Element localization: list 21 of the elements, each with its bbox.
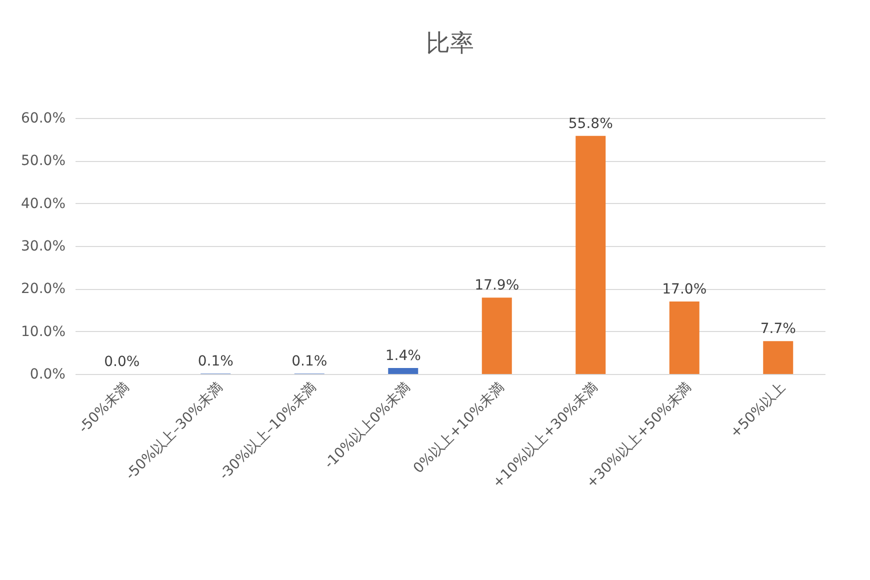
y-tick-label: 60.0% <box>21 110 66 126</box>
data-label: 17.9% <box>474 278 520 294</box>
bar <box>482 298 512 374</box>
bar <box>763 341 794 374</box>
y-tick-label: 40.0% <box>21 196 66 212</box>
y-tick-label: 10.0% <box>21 324 66 340</box>
y-tick-label: 50.0% <box>21 153 66 170</box>
y-tick-label: 20.0% <box>21 281 66 298</box>
bar <box>576 136 606 374</box>
data-label: 17.0% <box>662 281 707 298</box>
data-label: 1.4% <box>385 348 421 364</box>
bar <box>388 368 418 374</box>
data-label: 0.1% <box>198 354 234 370</box>
chart-title: 比率 <box>426 29 474 57</box>
data-label: 55.8% <box>568 116 613 132</box>
bar <box>669 301 700 374</box>
data-label: 7.7% <box>760 321 796 338</box>
y-tick-label: 30.0% <box>21 238 66 254</box>
data-label: 0.1% <box>292 354 328 370</box>
y-tick-label: 0.0% <box>30 366 66 382</box>
data-label: 0.0% <box>104 354 140 370</box>
